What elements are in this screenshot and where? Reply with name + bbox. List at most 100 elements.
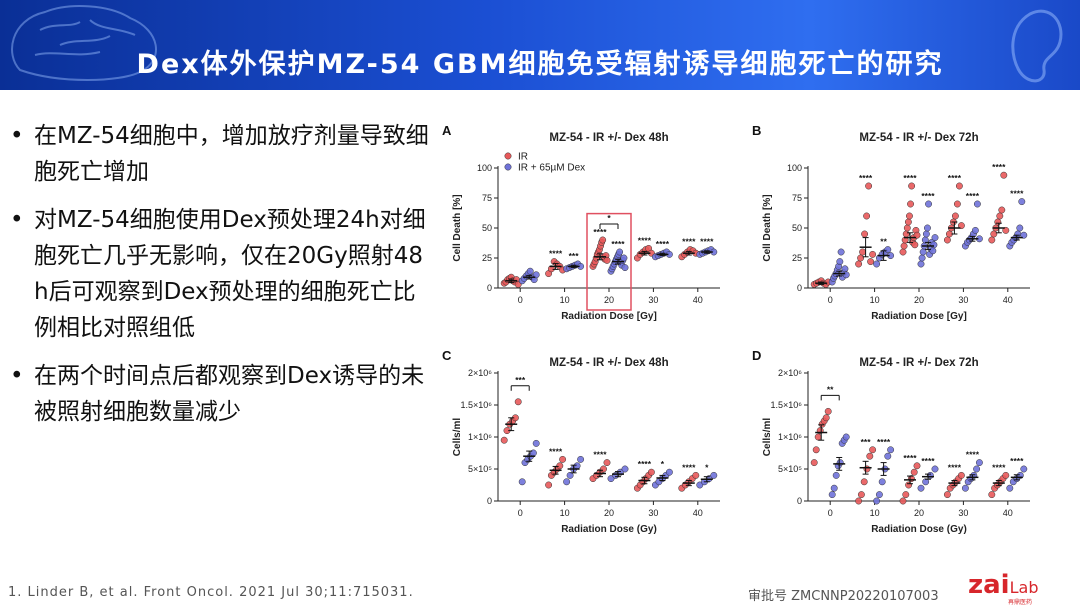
- data-point: [917, 484, 925, 492]
- data-point: [855, 497, 863, 505]
- data-point: [902, 230, 910, 238]
- x-tick-label: 40: [1003, 508, 1013, 518]
- x-tick-label: 0: [828, 295, 833, 305]
- y-tick-label: 100: [787, 163, 802, 173]
- significance-label: ****: [921, 456, 935, 466]
- legend-label: IR + 65µM Dex: [518, 163, 585, 174]
- data-point: [930, 241, 938, 249]
- significance-label: ****: [656, 239, 670, 249]
- significance-label: ****: [921, 191, 935, 201]
- data-point: [863, 465, 871, 473]
- brain-icon: [11, 5, 157, 81]
- y-tick-label: 5×10⁵: [778, 464, 802, 474]
- data-point: [988, 491, 996, 499]
- data-point: [931, 234, 939, 242]
- significance-label: *: [705, 462, 709, 472]
- data-point: [903, 224, 911, 232]
- data-point: [860, 478, 868, 486]
- significance-label: ****: [859, 173, 873, 183]
- y-tick-label: 2×10⁶: [468, 368, 492, 378]
- x-tick-label: 10: [870, 508, 880, 518]
- significance-label: ***: [861, 437, 872, 447]
- approval-number: 审批号 ZMCNNP20220107003: [748, 589, 939, 604]
- data-point: [957, 222, 965, 230]
- data-point: [556, 462, 564, 470]
- data-point: [599, 236, 607, 244]
- data-point: [832, 471, 840, 479]
- data-point: [547, 265, 555, 273]
- significance-label: **: [880, 237, 887, 247]
- data-point: [616, 248, 624, 256]
- data-point: [917, 260, 925, 268]
- data-point: [603, 459, 611, 467]
- data-point: [836, 459, 844, 467]
- data-point: [1020, 465, 1028, 473]
- x-tick-label: 0: [518, 508, 523, 518]
- x-tick-label: 30: [958, 295, 968, 305]
- x-axis-label: Radiation Dose [Gy]: [561, 311, 657, 322]
- x-tick-label: 20: [914, 295, 924, 305]
- x-tick-label: 10: [870, 295, 880, 305]
- significance-label: ****: [593, 227, 607, 237]
- data-point: [607, 475, 615, 483]
- x-tick-label: 30: [958, 508, 968, 518]
- bracket-label: ***: [515, 375, 526, 385]
- bullet-text: 在两个时间点后都观察到Dex诱导的未被照射细胞数量减少: [34, 363, 425, 425]
- y-tick-label: 1×10⁶: [468, 432, 492, 442]
- data-point: [1002, 226, 1010, 234]
- x-tick-label: 20: [604, 295, 614, 305]
- significance-label: ****: [1010, 456, 1024, 466]
- panel-label: A: [442, 123, 452, 138]
- data-point: [943, 236, 951, 244]
- data-point: [908, 182, 916, 190]
- data-point: [913, 231, 921, 239]
- data-point: [971, 226, 979, 234]
- significance-label: ****: [611, 239, 625, 249]
- y-tick-label: 5×10⁵: [468, 464, 492, 474]
- x-tick-label: 0: [828, 508, 833, 518]
- data-point: [620, 254, 628, 262]
- data-point: [973, 465, 981, 473]
- highlight-box: [586, 212, 632, 311]
- significance-label: ****: [948, 462, 962, 472]
- data-point: [665, 468, 673, 476]
- data-point: [911, 241, 919, 249]
- bracket-label: **: [827, 384, 834, 394]
- data-point: [842, 271, 850, 279]
- data-point: [647, 468, 655, 476]
- data-point: [532, 271, 540, 279]
- data-point: [559, 455, 567, 463]
- data-point: [957, 471, 965, 479]
- data-point: [955, 182, 963, 190]
- data-point: [710, 471, 718, 479]
- chart-title: MZ-54 - IR +/- Dex 48h: [549, 132, 668, 144]
- data-point: [1014, 230, 1022, 238]
- data-point: [621, 264, 629, 272]
- x-tick-label: 40: [693, 295, 703, 305]
- data-point: [975, 459, 983, 467]
- data-point: [812, 446, 820, 454]
- data-point: [913, 462, 921, 470]
- bracket-label: *: [607, 213, 611, 223]
- y-tick-label: 25: [792, 253, 802, 263]
- data-point: [904, 218, 912, 226]
- x-tick-label: 10: [560, 295, 570, 305]
- significance-label: ****: [638, 459, 652, 469]
- bullet-list: • 在MZ-54细胞中，增加放疗剂量导致细胞死亡增加 • 对MZ-54细胞使用Dex…: [10, 118, 430, 442]
- data-point: [925, 200, 932, 208]
- legend-label: IR: [518, 152, 528, 163]
- data-point: [837, 248, 845, 256]
- data-point: [830, 484, 838, 492]
- bullet-dot: •: [10, 123, 24, 149]
- data-point: [518, 478, 526, 486]
- data-point: [1016, 224, 1024, 232]
- significance-label: ****: [638, 235, 652, 245]
- data-point: [994, 218, 1002, 226]
- data-point: [822, 414, 830, 422]
- significance-label: ****: [992, 462, 1006, 472]
- legend-marker: [504, 152, 512, 160]
- significance-label: ****: [700, 237, 714, 247]
- data-point: [907, 200, 914, 208]
- zailab-logo: zaiLab 再鼎医药: [968, 570, 1078, 606]
